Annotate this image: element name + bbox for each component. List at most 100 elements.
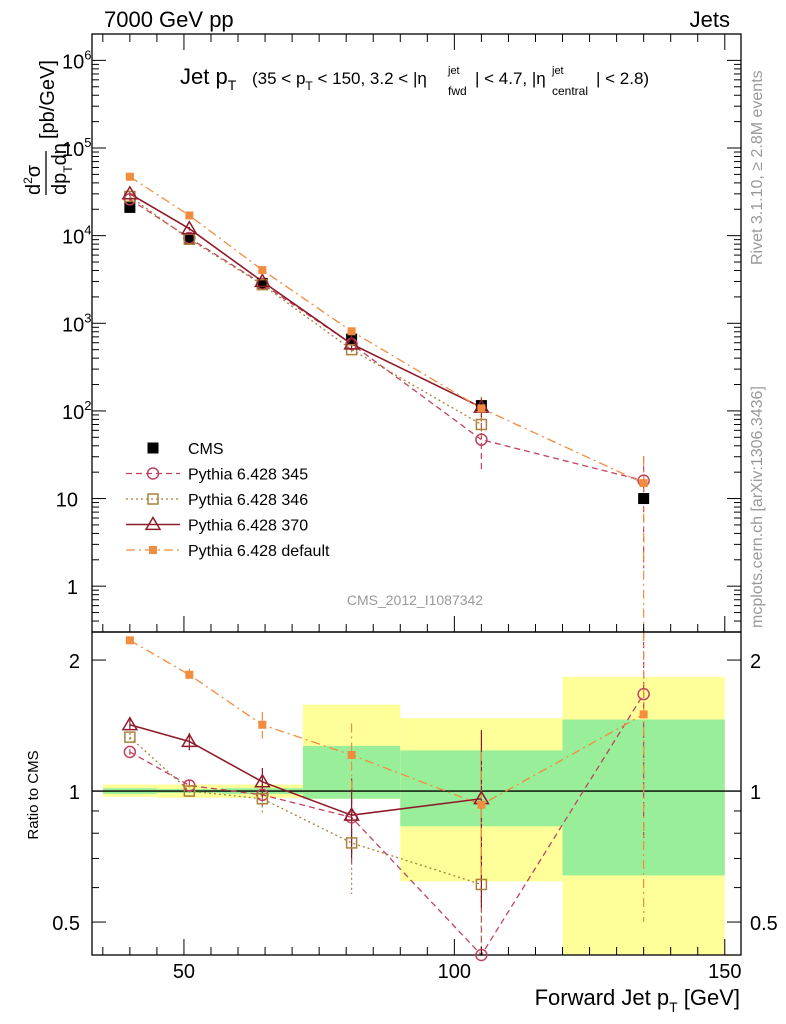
main-point-0 xyxy=(124,201,136,213)
svg-text:d2σ: d2σ xyxy=(21,164,45,195)
title-range-sub: T xyxy=(305,79,313,93)
series-lines xyxy=(129,175,645,957)
x-tick-labels: 50 100 150 xyxy=(173,961,742,983)
ratio-point-2 xyxy=(121,716,139,731)
title-sub-t: T xyxy=(228,77,237,93)
ratio-point-1 xyxy=(256,793,269,805)
ratio-point-2 xyxy=(343,806,360,821)
y-axis-unit: [pb/GeV] xyxy=(37,60,59,139)
main-point-3 xyxy=(121,185,139,200)
main-point-3 xyxy=(343,335,360,350)
x-axis-label-unit: [GeV] xyxy=(678,985,740,1010)
title-fwd-sub: fwd xyxy=(448,84,467,98)
ratio-y-tick-label: 1 xyxy=(69,782,80,804)
legend: CMS Pythia 6.428 345 Pythia 6.428 346 Pythi… xyxy=(126,441,330,560)
ratio-point-2 xyxy=(254,773,271,788)
analysis-watermark: CMS_2012_I1087342 xyxy=(347,592,483,608)
main-y-tick-label: 105 xyxy=(62,135,91,161)
legend-marker-4 xyxy=(149,546,157,554)
mcplots-label: mcplots.cern.ch [arXiv:1306.3436] xyxy=(749,386,766,628)
ratio-point-1 xyxy=(183,785,196,797)
x-tick-label: 100 xyxy=(438,961,471,983)
axis-ticks xyxy=(92,33,741,955)
ratio-point-0 xyxy=(123,745,137,759)
main-point-4 xyxy=(258,266,267,275)
main-y-tick-label: 10 xyxy=(56,490,78,512)
x-axis-label: Forward Jet pT [GeV] xyxy=(535,985,740,1015)
ratio-point-0 xyxy=(637,687,650,701)
main-series-line-2 xyxy=(129,195,482,426)
main-y-tick-labels: 1 10 102 103 104 105 106 xyxy=(56,47,92,599)
title-main: Jet p xyxy=(180,64,228,89)
main-point-4 xyxy=(639,479,648,488)
ratio-y-axis-label: Ratio to CMS xyxy=(25,750,42,839)
main-point-4 xyxy=(185,211,194,220)
main-point-4 xyxy=(347,327,356,336)
x-axis-label-sub: T xyxy=(669,999,678,1015)
ratio-point-1 xyxy=(124,731,136,743)
title-range: (35 < p xyxy=(252,69,305,88)
legend-marker-1 xyxy=(146,467,160,480)
legend-label-2: Pythia 6.428 346 xyxy=(188,492,308,509)
main-point-2 xyxy=(475,418,488,431)
main-point-0 xyxy=(256,277,268,289)
main-y-tick-label: 1 xyxy=(67,577,78,599)
ratio-point-0 xyxy=(475,948,488,962)
legend-label-3: Pythia 6.428 370 xyxy=(188,518,308,535)
main-y-tick-label: 103 xyxy=(62,310,91,336)
main-point-2 xyxy=(256,278,269,291)
ratio-y-tick-label-right: 0.5 xyxy=(750,913,778,935)
main-point-1 xyxy=(475,433,488,446)
main-series-line-1 xyxy=(129,198,644,482)
ratio-series-line-3 xyxy=(129,639,644,806)
main-series-line-3 xyxy=(129,193,482,409)
ratio-point-3 xyxy=(185,670,194,679)
data-points xyxy=(121,172,650,962)
title-fwd-sup: jet xyxy=(447,65,460,77)
header-category: Jets xyxy=(690,7,730,32)
main-point-4 xyxy=(125,172,134,181)
svg-text:Jet pT: Jet pT xyxy=(180,64,237,93)
x-tick-label: 150 xyxy=(708,961,741,983)
main-point-3 xyxy=(254,272,271,288)
main-y-axis-label: d2σ dpTdη [pb/GeV] xyxy=(21,60,75,195)
main-y-tick-label: 102 xyxy=(62,398,91,424)
legend-label-1: Pythia 6.428 345 xyxy=(188,467,308,484)
svg-text:(35 < pT < 150, 3.2 < |η: (35 < pT < 150, 3.2 < |η xyxy=(252,69,427,93)
ratio-point-2 xyxy=(181,732,198,748)
title-cen-sub: central xyxy=(552,84,588,98)
ratio-series-line-0 xyxy=(129,693,645,957)
main-series-line-4 xyxy=(129,176,644,484)
title-cen-sup: jet xyxy=(551,65,564,77)
ratio-plot-frame xyxy=(91,631,742,956)
ratio-y-tick-label-right: 2 xyxy=(750,651,761,673)
legend-marker-2 xyxy=(147,493,159,505)
x-tick-label: 50 xyxy=(173,961,195,983)
title-end: | < 2.8) xyxy=(596,69,649,88)
title-mid2: | < 4.7, |η xyxy=(475,69,546,88)
legend-marker-0 xyxy=(147,442,159,454)
ratio-y-tick-label-right: 1 xyxy=(750,782,761,804)
ratio-y-tick-labels: 0.5 0.5 1 1 2 2 xyxy=(52,651,778,935)
main-y-tick-label: 106 xyxy=(62,47,91,73)
main-point-0 xyxy=(183,233,195,245)
ratio-y-tick-label: 0.5 xyxy=(52,913,80,935)
title-mid1: < 150, 3.2 < |η xyxy=(313,69,427,88)
main-point-4 xyxy=(477,404,486,413)
main-point-3 xyxy=(181,220,198,235)
legend-label-0: CMS xyxy=(188,441,224,458)
header-collision: 7000 GeV pp xyxy=(104,7,234,32)
legend-label-4: Pythia 6.428 default xyxy=(188,543,330,560)
plot-title: Jet pT (35 < pT < 150, 3.2 < |η jet fwd … xyxy=(180,64,649,98)
ratio-point-3 xyxy=(258,720,267,729)
ratio-point-1 xyxy=(345,837,358,849)
ratio-point-3 xyxy=(639,710,648,719)
main-point-0 xyxy=(638,493,650,505)
ratio-point-3 xyxy=(477,800,486,809)
ratio-point-3 xyxy=(125,636,134,645)
legend-marker-3 xyxy=(144,516,162,531)
main-y-tick-label: 104 xyxy=(62,223,91,249)
svg-text:dpTdη: dpTdη xyxy=(49,143,75,195)
ratio-point-1 xyxy=(475,878,488,891)
